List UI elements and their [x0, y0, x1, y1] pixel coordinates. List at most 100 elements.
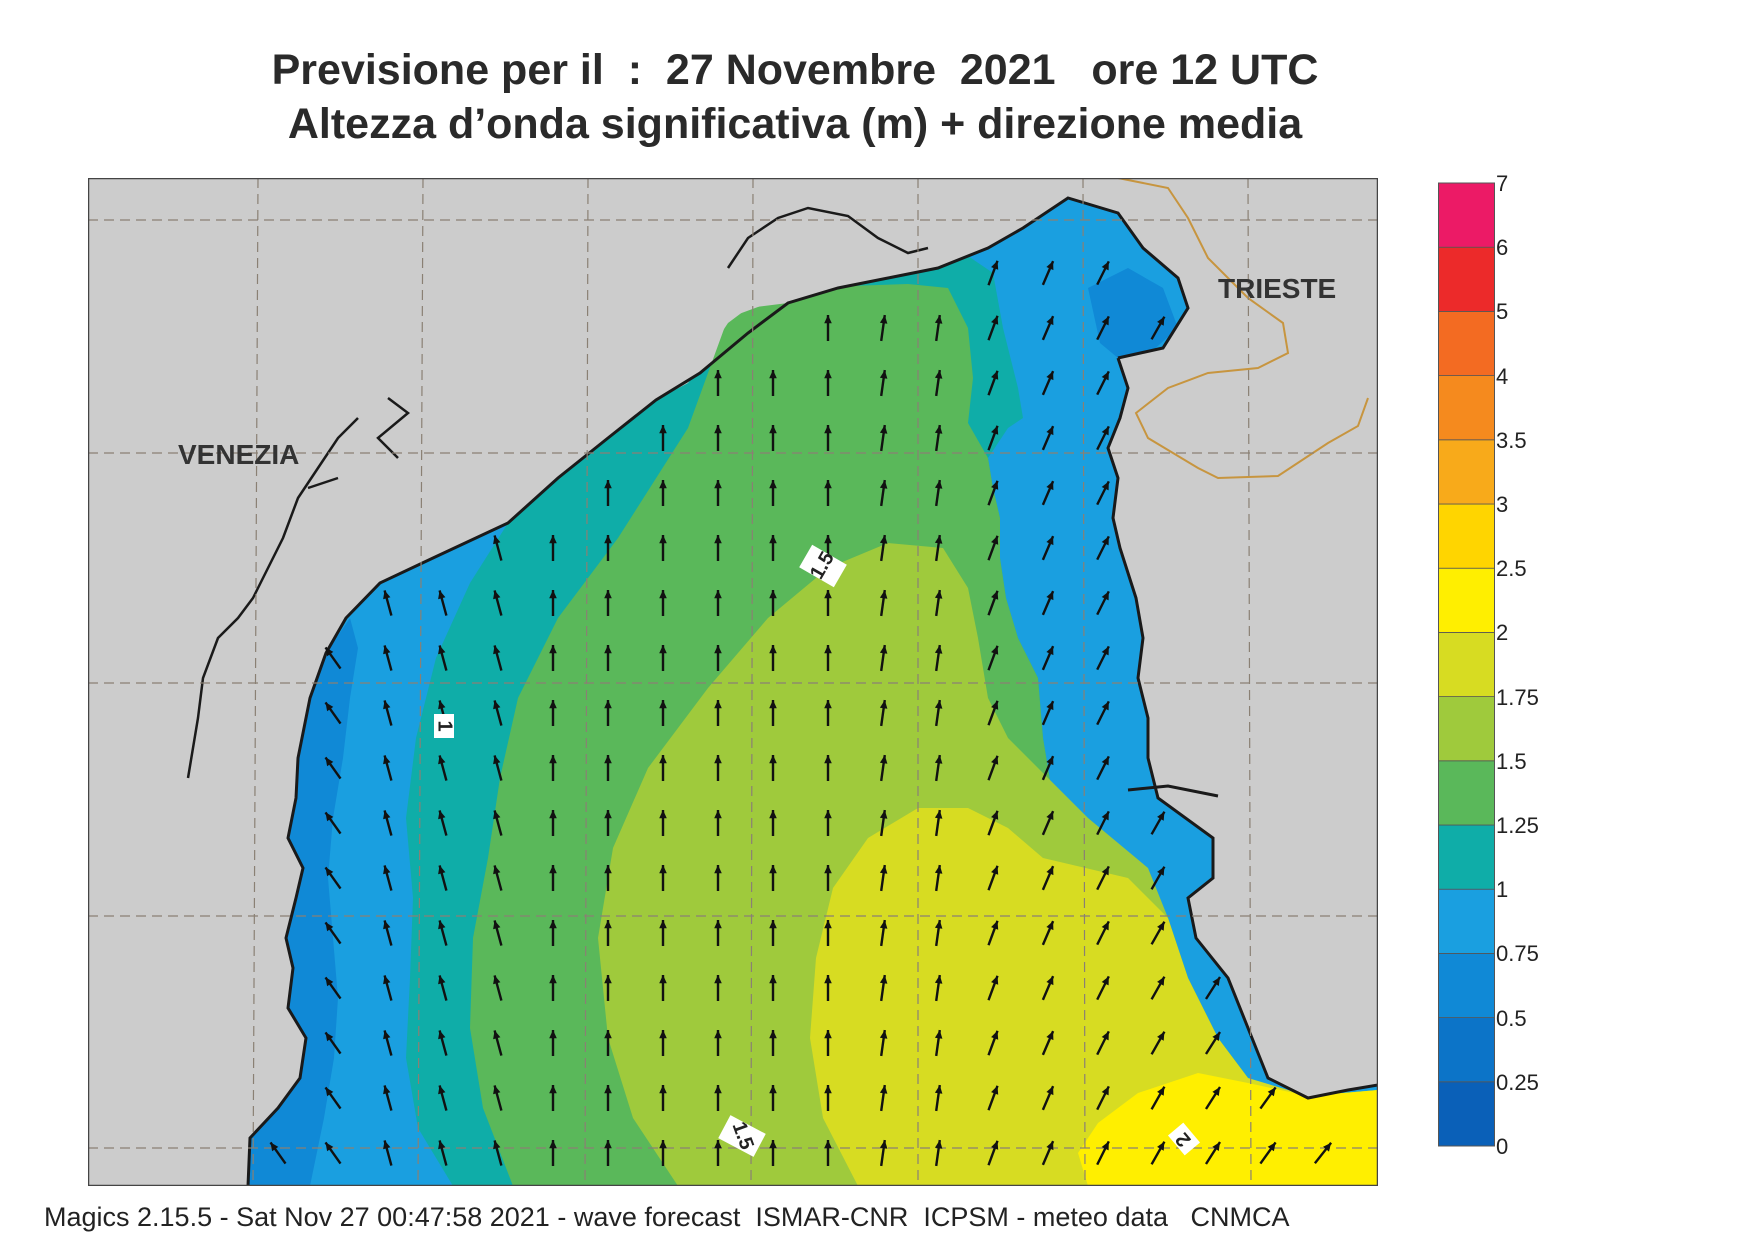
direction-arrow-head [824, 865, 832, 874]
colorbar-tick-label: 5 [1496, 299, 1509, 325]
direction-arrow-head [934, 975, 943, 984]
colorbar-band [1438, 953, 1495, 1019]
direction-arrow-head [438, 865, 446, 875]
colorbar [1438, 182, 1495, 1147]
direction-arrow-head [1046, 866, 1054, 876]
direction-arrow-head [604, 975, 612, 984]
direction-arrow-head [1212, 1142, 1220, 1151]
direction-arrow-head [493, 1085, 501, 1095]
colorbar-tick-label: 2.5 [1496, 556, 1527, 582]
direction-arrow-head [604, 1085, 612, 1094]
direction-arrow-head [493, 755, 501, 765]
colorbar-tick-label: 7 [1496, 171, 1509, 196]
direction-arrow-head [824, 920, 832, 929]
svg-text:1: 1 [434, 720, 456, 731]
direction-arrow-head [1046, 591, 1054, 601]
direction-arrow-head [934, 865, 943, 874]
direction-arrow-head [325, 922, 334, 932]
colorbar-band [1438, 503, 1495, 569]
direction-arrow-head [1046, 481, 1054, 491]
direction-arrow-head [1046, 646, 1054, 656]
direction-arrow-head [824, 1030, 832, 1039]
direction-arrow-head [438, 920, 446, 930]
direction-arrow-head [769, 535, 777, 544]
direction-arrow-head [383, 700, 391, 710]
direction-arrow-head [1101, 591, 1109, 601]
direction-arrow-head [1101, 426, 1109, 436]
direction-arrow-head [549, 755, 557, 764]
direction-arrow-head [824, 810, 832, 819]
colorbar-band [1438, 375, 1495, 441]
direction-arrow-head [934, 1140, 943, 1149]
direction-arrow-head [934, 920, 943, 929]
direction-arrow-head [769, 700, 777, 709]
direction-arrow-head [438, 755, 446, 765]
direction-arrow-head [879, 865, 888, 874]
land-trieste-top [1068, 178, 1378, 308]
direction-arrow-head [1101, 1031, 1109, 1041]
colorbar-tick-label: 4 [1496, 363, 1509, 389]
direction-arrow-head [325, 1032, 334, 1042]
direction-arrow-head [659, 1140, 667, 1149]
colorbar-band [1438, 888, 1495, 954]
direction-arrow-head [659, 480, 667, 489]
direction-arrow-head [824, 645, 832, 654]
direction-arrow-head [604, 810, 612, 819]
direction-arrow-head [1157, 921, 1165, 931]
sea-band-2 [1078, 1073, 1378, 1186]
direction-arrow-head [1046, 756, 1054, 766]
direction-arrow-head [714, 590, 722, 599]
direction-arrow-head [714, 1085, 722, 1094]
direction-arrow-head [1046, 1141, 1054, 1151]
direction-arrow-head [604, 865, 612, 874]
istria-inlet [1127, 784, 1219, 798]
direction-arrow-head [1157, 976, 1165, 986]
direction-arrow-head [991, 1085, 999, 1095]
direction-arrow-head [1157, 1031, 1165, 1041]
direction-arrow-head [438, 645, 446, 655]
direction-arrow-head [769, 920, 777, 929]
direction-arrow-head [769, 1030, 777, 1039]
direction-arrow-head [1212, 1087, 1220, 1096]
direction-arrow-head [438, 810, 446, 820]
colorbar-band [1438, 567, 1495, 633]
colorbar-band [1438, 439, 1495, 505]
direction-arrow-head [383, 810, 391, 820]
colorbar-tick-label: 0.75 [1496, 941, 1539, 967]
direction-arrow-head [879, 920, 888, 929]
direction-arrow-head [1101, 261, 1109, 271]
colorbar-tick-label: 1 [1496, 877, 1509, 903]
direction-arrow-head [604, 1030, 612, 1039]
direction-arrow-head [325, 977, 334, 987]
direction-arrow-head [659, 535, 667, 544]
direction-arrow-head [879, 315, 888, 324]
direction-arrow-head [1101, 316, 1109, 326]
direction-arrow-head [438, 1030, 446, 1040]
sea-band-0.5 [248, 618, 358, 1186]
direction-arrow-head [714, 425, 722, 434]
direction-arrow-head [991, 920, 999, 930]
contour-label-2: 2 [1167, 1122, 1201, 1156]
direction-arrow-head [549, 920, 557, 929]
direction-arrow-head [991, 975, 999, 985]
direction-arrow-head [383, 1140, 391, 1150]
direction-arrow-head [879, 975, 888, 984]
direction-arrow-head [1046, 536, 1054, 546]
direction-arrow-head [493, 810, 501, 820]
direction-arrow-head [383, 590, 391, 600]
colorbar-tick-label: 0 [1496, 1134, 1509, 1159]
direction-arrow-head [824, 590, 832, 599]
map-frame [88, 178, 1378, 1186]
direction-arrow-head [1157, 811, 1165, 821]
direction-arrow-head [934, 645, 943, 654]
direction-arrow-head [1046, 976, 1054, 986]
direction-arrow-head [1101, 1086, 1109, 1096]
direction-arrow-head [824, 700, 832, 709]
direction-arrow-head [549, 535, 557, 544]
direction-arrow-head [325, 867, 334, 877]
direction-arrow-head [879, 590, 888, 599]
direction-arrow-head [714, 1140, 722, 1149]
direction-arrow-head [934, 1085, 943, 1094]
direction-arrow-head [493, 865, 501, 875]
direction-arrow-head [879, 700, 888, 709]
